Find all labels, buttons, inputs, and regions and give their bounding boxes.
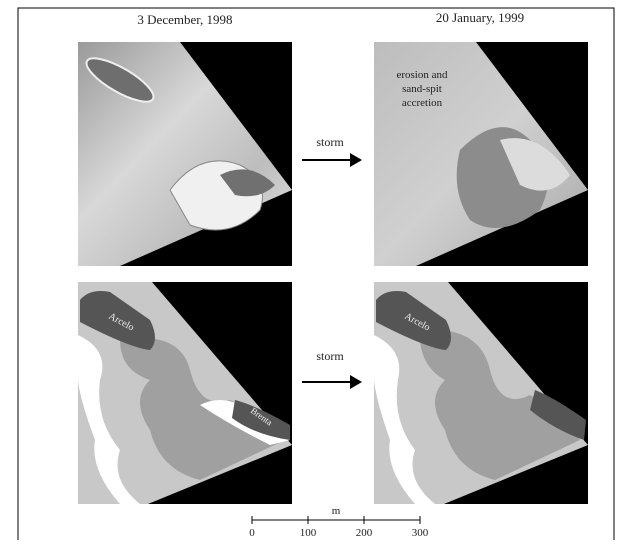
figure: 3 December, 1998 20 January, 1999 erosio… [0, 0, 632, 540]
scale-tick-label: 300 [412, 527, 429, 539]
arrow-label: storm [316, 135, 344, 149]
scale-unit: m [332, 505, 341, 517]
scale-tick-label: 100 [300, 527, 317, 539]
date-label: 20 January, 1999 [436, 10, 524, 25]
arrow-label: storm [316, 349, 344, 363]
scale-bar: m 0 100 200 300 [249, 505, 429, 539]
annotation: erosion and [396, 69, 448, 81]
date-label: 3 December, 1998 [137, 12, 232, 27]
map-panel: Arcelo Brenta [78, 282, 292, 504]
map-panel: Arcelo [374, 282, 588, 504]
annotation: accretion [402, 97, 443, 109]
arrow: storm [302, 349, 362, 389]
scale-tick-label: 0 [249, 527, 255, 539]
scale-tick-label: 200 [356, 527, 373, 539]
arrow: storm [302, 135, 362, 167]
annotation: sand-spit [402, 83, 442, 95]
photo-panel: erosion and sand-spit accretion [374, 42, 588, 266]
photo-panel [78, 42, 292, 266]
